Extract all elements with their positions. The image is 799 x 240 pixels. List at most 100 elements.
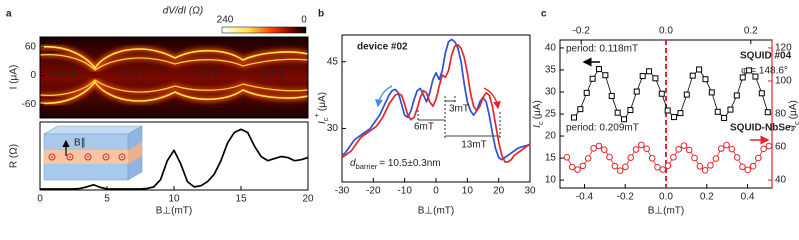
y2-axis-label-part: (μA) — [788, 100, 799, 119]
lobe-label: n = 2 — [197, 70, 220, 81]
data-point — [606, 153, 613, 161]
data-point — [702, 76, 709, 83]
heatmap-image — [40, 37, 308, 118]
data-point — [683, 91, 690, 98]
y-tick-label: 30 — [545, 87, 557, 98]
data-point — [632, 146, 640, 153]
y-axis-label-part: (μA) — [532, 100, 543, 119]
data-point — [589, 75, 596, 82]
y-tick-label: 60 — [25, 42, 37, 53]
data-point — [749, 162, 757, 170]
note: dbarrier = 10.5±0.3nm — [350, 158, 441, 172]
x-tick-label: 0 — [37, 194, 43, 205]
lobe-label: n = 0 — [53, 70, 76, 81]
data-point — [627, 107, 634, 114]
x-tick-label: 0.0 — [659, 192, 673, 203]
data-point — [685, 146, 693, 154]
data-point — [579, 162, 587, 170]
chart-title: device #02 — [357, 42, 408, 53]
series-line — [40, 128, 309, 190]
data-point — [577, 106, 584, 113]
data-point — [739, 74, 746, 81]
data-point — [621, 116, 628, 123]
data-point — [677, 110, 684, 117]
data-point — [728, 145, 736, 153]
x2-tick-label: 0.0 — [659, 26, 673, 37]
panel-b-arrows — [375, 85, 501, 138]
x-tick-label: 15 — [235, 194, 247, 205]
lobe-label: n = 3 — [263, 70, 286, 81]
y-axis-label-part: I — [317, 121, 328, 124]
data-point — [680, 142, 688, 149]
annotation: φ = 148.6° — [741, 66, 788, 77]
colorbar-label: dV/dI (Ω) — [163, 6, 203, 17]
data-point — [658, 90, 665, 97]
data-point — [696, 163, 704, 170]
data-point — [608, 92, 615, 99]
data-point — [755, 154, 762, 162]
y-tick-label: 15 — [545, 153, 557, 164]
panel-letter: c — [541, 9, 547, 20]
data-point — [712, 155, 720, 162]
data-point — [671, 114, 678, 121]
x-tick-label: 5 — [104, 194, 110, 205]
data-point — [708, 89, 715, 96]
panel-letter: a — [6, 9, 12, 20]
data-point — [600, 146, 608, 153]
data-point — [746, 67, 753, 74]
data-point — [723, 141, 730, 149]
x-tick-label: -20 — [366, 186, 381, 197]
y-tick-label: 20 — [545, 131, 557, 142]
colorbar — [221, 26, 307, 34]
data-point — [752, 73, 759, 80]
x-tick-label: 10 — [462, 186, 474, 197]
data-point — [611, 162, 619, 170]
y2-tick-label: 80 — [775, 109, 787, 120]
data-point — [563, 153, 571, 161]
x2-tick-label: -0.2 — [573, 26, 591, 37]
x-tick-label: 0.2 — [700, 192, 714, 203]
plot-frame — [39, 36, 309, 119]
y-tick-label: 45 — [327, 56, 339, 67]
data-point — [744, 166, 752, 174]
data-point — [691, 154, 698, 162]
inset-label: B∥ — [74, 138, 86, 149]
data-point — [765, 142, 773, 150]
data-point — [670, 153, 677, 161]
note-part: d — [350, 158, 356, 169]
y-axis-label-part: + — [312, 112, 321, 117]
data-point — [568, 163, 576, 171]
x-tick-label: 20 — [302, 194, 314, 205]
y-axis-label-part: (μA) — [317, 92, 328, 111]
annotation: period: 0.209mT — [566, 123, 639, 134]
data-point — [664, 162, 672, 170]
annotation: 3mT — [449, 104, 469, 115]
colorbar-tick-label: 240 — [217, 15, 234, 26]
x-tick-label: 10 — [168, 194, 180, 205]
data-point — [616, 167, 624, 174]
y-axis-label-part: c — [321, 117, 330, 121]
annotation: period: 0.118mT — [566, 44, 638, 55]
y2-axis-label-part: c — [792, 121, 799, 125]
y-tick-label: 10 — [545, 175, 557, 186]
x-axis-label: B⊥(mT) — [156, 206, 192, 217]
data-point — [675, 146, 682, 153]
panel-letter: b — [318, 9, 324, 20]
data-point — [739, 163, 746, 171]
series-line — [341, 43, 531, 163]
y-tick-label: 30 — [327, 123, 339, 134]
data-point — [701, 167, 709, 174]
x-tick-label: 0 — [433, 186, 439, 197]
data-point — [584, 155, 592, 162]
data-point — [664, 107, 671, 114]
x2-tick-label: 0.2 — [744, 26, 758, 37]
x-axis-label: B⊥(mT) — [418, 206, 454, 217]
x-tick-label: -30 — [335, 186, 350, 197]
y-tick-label: 35 — [545, 65, 557, 76]
y2-axis-label: Ic (μA) — [788, 100, 799, 128]
x-tick-label: -0.2 — [617, 192, 635, 203]
y-tick-label: -60 — [22, 99, 37, 110]
y-tick-label: 40 — [545, 43, 557, 54]
series-label: SQUID-NbSe₂ — [730, 123, 795, 134]
